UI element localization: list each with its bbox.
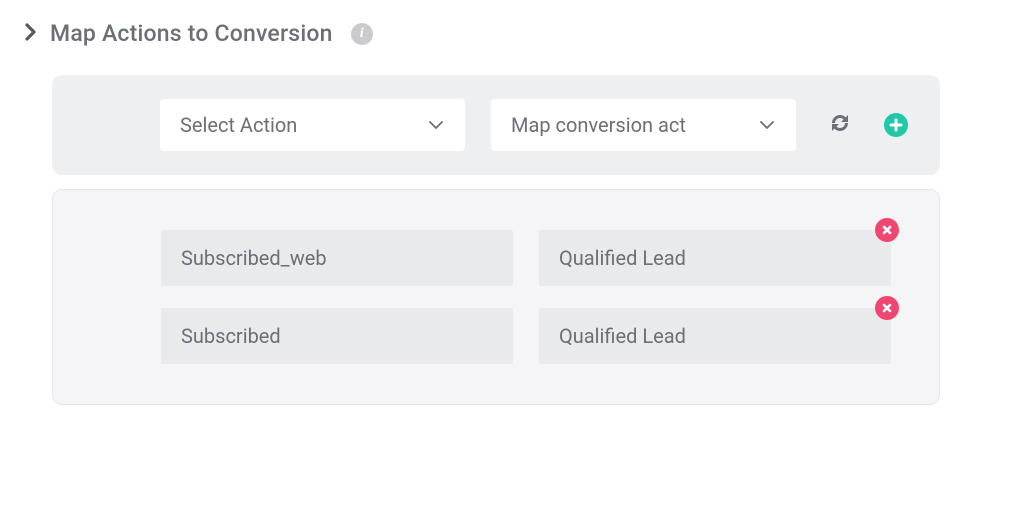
info-icon[interactable]: i (351, 23, 373, 45)
actions-group (828, 111, 908, 139)
mappings-panel: Subscribed_web Qualified Lead Subscribed… (52, 189, 940, 405)
mapping-action-cell: Subscribed (161, 308, 513, 364)
selector-panel: Select Action Map conversion act (52, 75, 940, 175)
mapping-conversion-cell: Qualified Lead (539, 230, 891, 286)
map-conversion-label: Map conversion act (511, 113, 686, 137)
remove-mapping-button[interactable] (875, 296, 899, 320)
refresh-icon (828, 111, 852, 139)
mapping-action-cell: Subscribed_web (161, 230, 513, 286)
select-action-label: Select Action (180, 113, 297, 137)
mapping-row: Subscribed Qualified Lead (161, 308, 891, 364)
selector-row: Select Action Map conversion act (160, 99, 908, 151)
select-action-dropdown[interactable]: Select Action (160, 99, 465, 151)
section-header[interactable]: Map Actions to Conversion i (24, 20, 1000, 47)
map-conversion-dropdown[interactable]: Map conversion act (491, 99, 796, 151)
refresh-button[interactable] (828, 111, 852, 139)
section-title: Map Actions to Conversion (50, 20, 333, 47)
chevron-down-icon (758, 116, 776, 135)
mapping-row: Subscribed_web Qualified Lead (161, 230, 891, 286)
close-icon (881, 302, 893, 314)
mapping-conversion-cell: Qualified Lead (539, 308, 891, 364)
chevron-right-icon (24, 22, 38, 46)
remove-mapping-button[interactable] (875, 218, 899, 242)
plus-icon (884, 113, 908, 137)
chevron-down-icon (427, 116, 445, 135)
close-icon (881, 224, 893, 236)
add-button[interactable] (884, 113, 908, 137)
